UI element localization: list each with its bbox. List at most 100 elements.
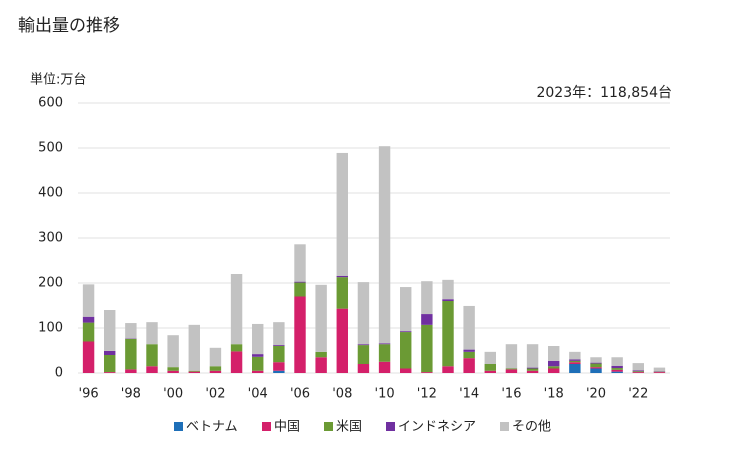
bar-segment bbox=[230, 351, 243, 373]
bar-segment bbox=[463, 349, 475, 352]
bar-segment bbox=[336, 275, 348, 278]
bar-segment bbox=[590, 357, 602, 363]
x-tick-label: '98 bbox=[121, 387, 141, 402]
x-tick-label: '00 bbox=[163, 387, 183, 402]
bar-segment bbox=[569, 364, 581, 373]
bar-segment bbox=[505, 344, 518, 369]
bar-segment bbox=[442, 366, 454, 373]
y-tick-label: 300 bbox=[38, 231, 63, 246]
bar-segment bbox=[104, 350, 116, 355]
bar-segment bbox=[400, 287, 412, 332]
legend-label: インドネシア bbox=[398, 420, 476, 435]
bar-segment bbox=[548, 346, 560, 361]
bar-segment bbox=[632, 370, 644, 372]
unit-label: 単位:万台 bbox=[30, 72, 86, 88]
legend-swatch bbox=[324, 422, 333, 431]
bar-segment bbox=[273, 345, 285, 346]
bar-segment bbox=[526, 370, 539, 373]
bar-segment bbox=[104, 372, 116, 373]
x-tick-label: '18 bbox=[544, 387, 564, 402]
bar-segment bbox=[611, 368, 623, 370]
legend-label: ベトナム bbox=[186, 420, 238, 435]
bar-segment bbox=[505, 369, 518, 373]
x-tick-label: '96 bbox=[79, 387, 99, 402]
bar-segment bbox=[442, 299, 454, 301]
bar-segment bbox=[146, 344, 158, 367]
x-tick-label: '22 bbox=[628, 387, 648, 402]
bar-segment bbox=[548, 366, 560, 369]
chart-title: 輸出量の推移 bbox=[18, 16, 120, 36]
bar-segment bbox=[526, 367, 539, 369]
y-tick-label: 600 bbox=[38, 96, 63, 111]
bar-segment bbox=[104, 310, 116, 351]
bar-segment bbox=[526, 368, 539, 371]
bar-segment bbox=[590, 363, 602, 368]
bar-segment bbox=[252, 323, 264, 355]
bar-segment bbox=[82, 316, 95, 323]
bar-segment bbox=[400, 332, 412, 369]
bar-segment bbox=[378, 146, 391, 344]
bar-segment bbox=[590, 367, 602, 369]
x-tick-label: '06 bbox=[290, 387, 310, 402]
bar-segment bbox=[590, 368, 602, 373]
bar-segment bbox=[378, 343, 391, 345]
legend-swatch bbox=[500, 422, 509, 431]
bar-segment bbox=[125, 323, 137, 339]
bar-segment bbox=[421, 314, 433, 325]
bar-segment bbox=[273, 322, 285, 346]
bar-segment bbox=[421, 372, 433, 373]
bar-segment bbox=[82, 284, 95, 317]
bar-segment bbox=[315, 357, 327, 373]
legend-label: その他 bbox=[512, 420, 551, 435]
bar-segment bbox=[167, 335, 179, 368]
y-tick-label: 400 bbox=[38, 186, 63, 201]
bar-segment bbox=[442, 279, 454, 300]
x-tick-label: '10 bbox=[375, 387, 395, 402]
bar-segment bbox=[315, 284, 327, 352]
bar-segment bbox=[294, 281, 306, 283]
legend-label: 中国 bbox=[274, 420, 300, 435]
y-tick-label: 200 bbox=[38, 276, 63, 291]
x-tick-label: '04 bbox=[248, 387, 268, 402]
x-tick-label: '20 bbox=[586, 387, 606, 402]
bar-segment bbox=[526, 344, 539, 368]
legend-swatch bbox=[174, 422, 183, 431]
annotation: 2023年：118,854台 bbox=[536, 85, 672, 101]
x-tick-label: '16 bbox=[501, 387, 521, 402]
bar-segment bbox=[548, 360, 560, 367]
x-tick-label: '12 bbox=[417, 387, 437, 402]
bar-segment bbox=[484, 370, 496, 373]
bar-segment bbox=[294, 282, 306, 297]
legend-swatch bbox=[262, 422, 271, 431]
bar-segment bbox=[336, 277, 348, 309]
bar-segment bbox=[378, 361, 391, 373]
bar-segment bbox=[336, 308, 348, 373]
bar-segment bbox=[378, 344, 391, 362]
y-tick-label: 500 bbox=[38, 141, 63, 156]
bar-segment bbox=[273, 362, 285, 371]
bar-segment bbox=[505, 368, 518, 370]
bar-segment bbox=[611, 369, 623, 372]
bar-segment bbox=[463, 358, 475, 373]
bar-segment bbox=[357, 282, 370, 345]
bar-segment bbox=[632, 363, 644, 371]
bar-segment bbox=[463, 351, 475, 359]
bar-segment bbox=[569, 360, 581, 363]
bar-segment bbox=[357, 364, 370, 373]
legend-swatch bbox=[386, 422, 395, 431]
x-tick-label: '08 bbox=[332, 387, 352, 402]
bar-segment bbox=[209, 366, 222, 371]
bar-segment bbox=[230, 274, 243, 345]
bar-segment bbox=[400, 331, 412, 333]
bar-segment bbox=[400, 368, 412, 373]
bar-segment bbox=[188, 371, 200, 373]
y-tick-label: 0 bbox=[55, 366, 63, 381]
bar-segment bbox=[484, 364, 496, 371]
bar-segment bbox=[104, 355, 116, 373]
bar-segment bbox=[421, 324, 433, 373]
bar-segment bbox=[294, 244, 306, 282]
legend-label: 米国 bbox=[336, 420, 362, 435]
bar-segment bbox=[167, 367, 179, 371]
bar-segment bbox=[653, 372, 666, 373]
bar-segment bbox=[484, 351, 496, 364]
